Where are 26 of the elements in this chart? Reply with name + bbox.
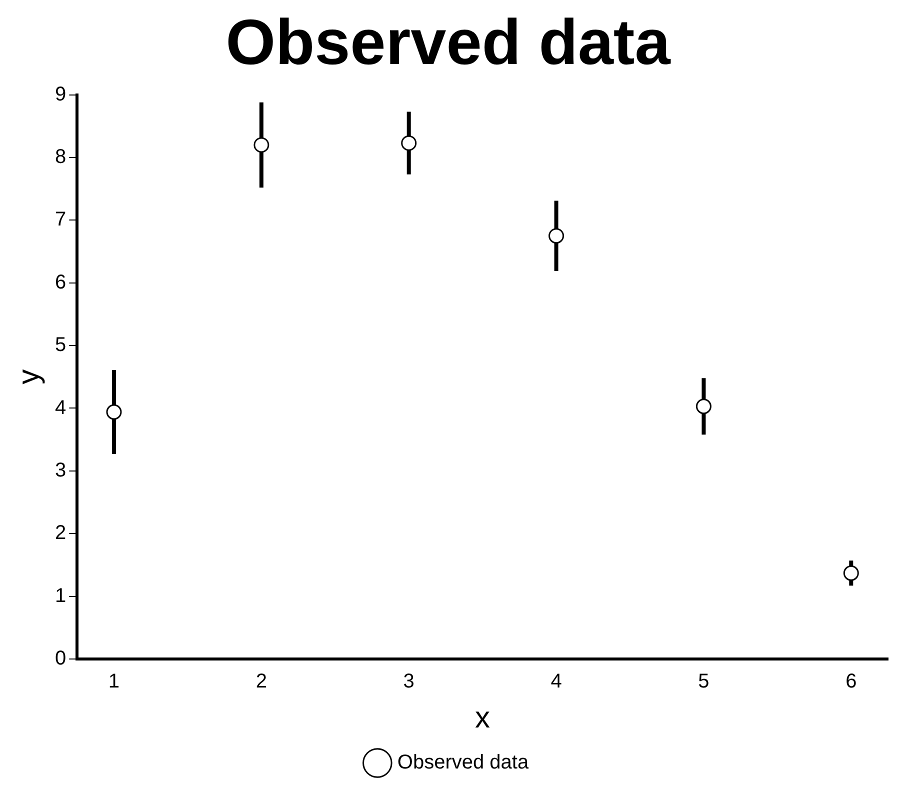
legend-label: Observed data — [397, 752, 530, 774]
point — [843, 565, 859, 581]
y-tick-label: 8 — [55, 146, 66, 168]
x-tick-label: 2 — [256, 670, 267, 693]
x-axis-title: x — [475, 701, 490, 734]
point — [548, 228, 564, 244]
x-tick-label: 6 — [846, 670, 857, 693]
y-tick-label: 9 — [55, 83, 66, 106]
x-tick-label: 4 — [550, 670, 562, 693]
point — [106, 404, 122, 420]
chart-title: Observed data — [226, 6, 671, 78]
y-tick-label: 7 — [55, 208, 66, 231]
y-tick-label: 6 — [55, 271, 66, 294]
y-axis-title: y — [12, 369, 46, 384]
y-tick-label: 5 — [55, 334, 66, 356]
point — [696, 398, 712, 414]
y-tick-label: 1 — [55, 584, 66, 607]
y-tick-label: 2 — [55, 522, 66, 544]
y-tick-label: 4 — [55, 396, 66, 419]
point — [401, 135, 417, 151]
y-tick-label: 0 — [55, 648, 66, 670]
y-tick-label: 3 — [55, 459, 66, 482]
x-tick-label: 5 — [698, 670, 710, 693]
x-tick-label: 1 — [108, 670, 120, 693]
point — [254, 137, 270, 153]
x-tick-label: 3 — [403, 670, 414, 693]
